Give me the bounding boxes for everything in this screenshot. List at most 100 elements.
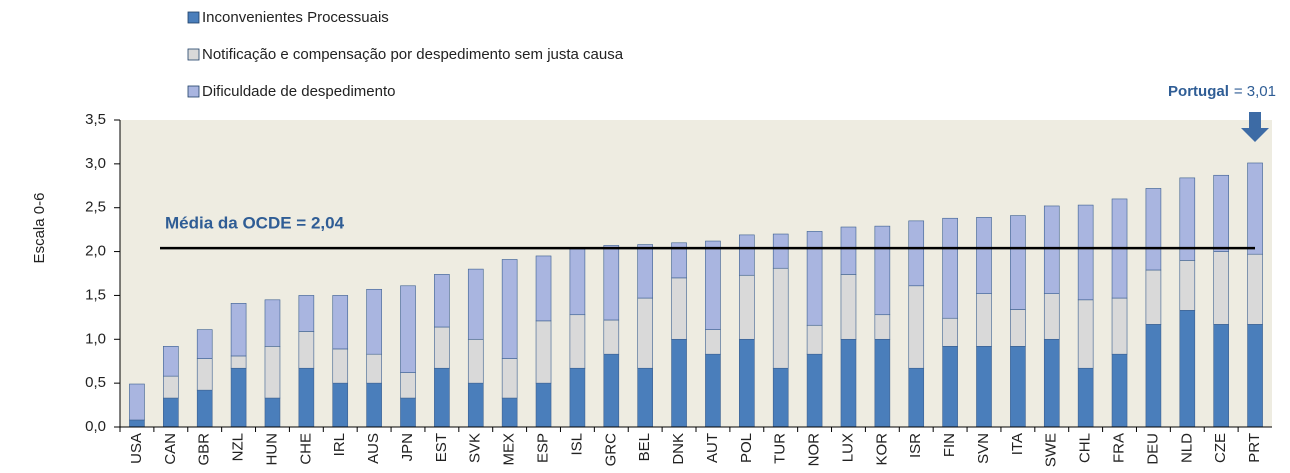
bar-segment <box>1077 299 1094 369</box>
bar-segment <box>1077 367 1094 428</box>
bar-segment <box>264 397 281 428</box>
bar-segment <box>569 367 586 428</box>
legend-label: Dificuldade de despedimento <box>202 83 395 100</box>
y-tick-label: 2,5 <box>85 199 106 216</box>
bar-segment <box>569 314 586 369</box>
bar-segment <box>467 382 484 428</box>
bar-segment <box>1179 310 1196 428</box>
x-tick-label: GRC <box>602 433 619 467</box>
x-tick-label: ITA <box>1009 433 1026 455</box>
bar-segment <box>637 367 653 428</box>
x-tick-label: FIN <box>941 433 958 457</box>
bar-segment <box>230 303 247 357</box>
x-tick-label: KOR <box>873 433 890 466</box>
bar-segment <box>163 375 179 399</box>
y-tick-label: 0,5 <box>85 374 106 391</box>
bar-segment <box>196 329 213 359</box>
legend-label: Notificação e compensação por despedimen… <box>202 46 624 63</box>
plot-area <box>120 120 1272 427</box>
x-tick-label: DEU <box>1144 433 1161 465</box>
annotation: Portugal = 3,01 <box>1168 83 1276 100</box>
y-axis-label: Escala 0-6 <box>31 193 48 264</box>
bar-segment <box>400 372 416 399</box>
bar-segment <box>1010 309 1026 347</box>
bar-segment <box>1145 188 1162 271</box>
bar-segment <box>1213 324 1229 428</box>
bar-segment <box>366 382 382 428</box>
y-tick-label: 1,5 <box>85 286 106 303</box>
bar-segment <box>772 267 789 369</box>
x-tick-label: FRA <box>1110 433 1127 463</box>
bar-segment <box>230 355 247 369</box>
bar-segment <box>739 274 755 340</box>
bar-segment <box>501 397 518 428</box>
bar-segment <box>637 244 653 299</box>
bar-segment <box>806 324 823 355</box>
x-tick-label: TUR <box>772 433 789 464</box>
bar-segment <box>501 259 518 359</box>
x-tick-label: HUN <box>263 433 280 466</box>
legend-swatch <box>187 11 200 24</box>
bar-segment <box>298 367 315 428</box>
x-tick-label: DNK <box>670 433 687 465</box>
x-tick-label: AUS <box>365 433 382 464</box>
bar-segment <box>1213 174 1229 252</box>
bar-segment <box>840 338 857 428</box>
bar-segment <box>806 353 823 428</box>
x-tick-label: SWE <box>1043 433 1060 467</box>
bar-segment <box>874 225 891 316</box>
x-tick-label: SVN <box>975 433 992 464</box>
y-tick-label: 3,0 <box>85 155 106 172</box>
bar-segment <box>603 245 620 321</box>
bar-segment <box>976 217 992 294</box>
bar-segment <box>1179 260 1196 311</box>
bar-segment <box>603 353 620 428</box>
bar-segment <box>739 338 755 428</box>
reference-label: Média da OCDE = 2,04 <box>165 214 345 233</box>
bar-segment <box>1247 253 1263 325</box>
bar-segment <box>840 274 857 340</box>
bar-segment <box>908 220 925 287</box>
bar-segment <box>434 326 450 369</box>
bar-segment <box>1043 338 1060 428</box>
bar-segment <box>535 320 552 384</box>
bar-segment <box>163 397 179 428</box>
bar-segment <box>671 338 687 428</box>
x-tick-label: GBR <box>196 433 213 466</box>
bar-segment <box>332 348 349 384</box>
x-tick-label: ISR <box>907 433 924 458</box>
bar-segment <box>467 268 484 340</box>
bar-segment <box>908 285 925 369</box>
bar-segment <box>603 319 620 355</box>
bar-segment <box>976 293 992 347</box>
x-tick-label: POL <box>738 433 755 463</box>
x-tick-label: PRT <box>1246 433 1263 463</box>
bar-segment <box>467 338 484 384</box>
bar-segment <box>264 299 281 347</box>
bar-segment <box>1010 346 1026 428</box>
annotation-label: Portugal <box>1168 83 1229 100</box>
bar-segment <box>400 285 416 373</box>
bar-segment <box>332 382 349 428</box>
bar-segment <box>874 314 891 340</box>
bar-segment <box>705 353 721 428</box>
bar-segment <box>366 353 382 384</box>
bar-segment <box>942 346 958 428</box>
y-tick-label: 3,5 <box>85 111 106 128</box>
bar-segment <box>874 338 891 428</box>
bar-segment <box>976 346 992 428</box>
x-tick-label: ESP <box>534 433 551 463</box>
y-tick-label: 0,0 <box>85 418 106 435</box>
bar-segment <box>298 295 315 332</box>
bar-segment <box>1077 204 1094 301</box>
x-tick-label: USA <box>128 433 145 464</box>
legend-swatch <box>187 85 200 98</box>
bar-segment <box>332 295 349 350</box>
x-tick-label: ISL <box>568 433 585 456</box>
bar-segment <box>705 240 721 330</box>
bar-segment <box>942 217 958 319</box>
bar-segment <box>501 358 518 399</box>
x-tick-label: IRL <box>331 433 348 456</box>
